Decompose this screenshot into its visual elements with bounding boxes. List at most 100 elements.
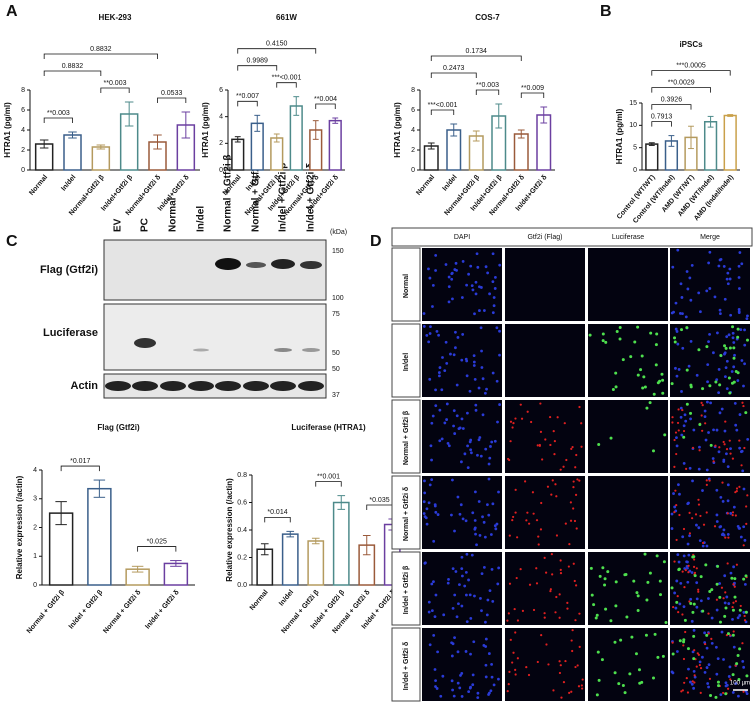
nucleus	[742, 611, 746, 614]
nucleus	[741, 469, 745, 473]
significance-label: *0.025	[147, 538, 167, 545]
luciferase-signal	[655, 332, 659, 336]
bar	[281, 533, 299, 586]
significance-bracket	[43, 53, 158, 59]
nucleus	[675, 436, 678, 439]
flag-signal	[691, 680, 694, 683]
significance-bracket	[651, 104, 692, 110]
flag-signal	[731, 511, 735, 514]
nucleus	[436, 513, 440, 516]
bar	[307, 540, 325, 586]
luciferase-signal	[724, 346, 728, 350]
flag-signal	[576, 478, 579, 481]
luciferase-signal	[619, 638, 623, 642]
flag-signal	[693, 558, 696, 561]
nucleus	[478, 436, 482, 439]
flag-signal	[535, 582, 539, 585]
nucleus	[473, 490, 477, 494]
flag-signal	[675, 452, 678, 456]
nucleus	[423, 479, 426, 483]
flag-signal	[543, 616, 546, 619]
micrograph	[422, 248, 502, 321]
flag-signal	[720, 586, 724, 589]
flag-signal	[672, 605, 675, 609]
chart-title: Flag (Gtf2i)	[97, 423, 140, 432]
nucleus	[453, 593, 457, 597]
flag-signal	[671, 641, 674, 644]
panel-label: C	[6, 233, 18, 250]
nucleus	[434, 388, 437, 392]
nucleus	[469, 264, 473, 268]
micrograph-bg	[588, 324, 668, 397]
micrograph-bg	[588, 476, 668, 549]
flag-signal	[688, 600, 691, 603]
nucleus	[715, 378, 719, 382]
significance-bracket	[430, 55, 522, 61]
nucleus	[679, 282, 683, 286]
nucleus	[482, 520, 486, 524]
nucleus	[474, 280, 478, 284]
row-header	[391, 247, 421, 322]
luciferase-signal	[664, 621, 668, 625]
nucleus	[737, 311, 741, 315]
nucleus	[680, 296, 684, 299]
flag-signal	[700, 414, 703, 417]
nucleus	[690, 682, 694, 686]
flag-signal	[566, 601, 569, 604]
nucleus	[699, 310, 702, 314]
luciferase-signal	[609, 619, 613, 623]
nucleus	[463, 452, 467, 456]
bar	[328, 119, 342, 171]
nucleus	[725, 335, 729, 339]
nucleus	[433, 504, 437, 508]
nucleus	[465, 620, 469, 623]
band	[215, 381, 241, 391]
flag-signal	[676, 421, 680, 425]
luciferase-signal	[592, 603, 596, 607]
kda-unit: (kDa)	[330, 229, 347, 236]
luciferase-signal	[742, 577, 746, 581]
luciferase-signal	[632, 579, 636, 583]
nucleus	[432, 633, 436, 637]
flag-signal	[514, 668, 517, 671]
flag-signal	[693, 681, 696, 684]
nucleus	[485, 613, 489, 617]
nucleus	[674, 366, 677, 370]
luciferase-signal	[609, 436, 613, 440]
luciferase-signal	[733, 595, 737, 599]
nucleus	[723, 297, 727, 301]
nucleus	[488, 691, 491, 695]
luciferase-signal	[636, 594, 640, 598]
luciferase-signal	[682, 638, 686, 642]
significance-bracket	[43, 117, 73, 123]
flag-signal	[684, 568, 687, 572]
nucleus	[716, 331, 719, 335]
nucleus	[726, 483, 730, 487]
flag-signal	[734, 664, 737, 667]
nucleus	[429, 444, 433, 448]
y-tick-label: 8	[21, 87, 25, 94]
nucleus	[705, 544, 709, 548]
luciferase-signal	[738, 647, 742, 651]
micrograph	[422, 324, 502, 397]
nucleus	[708, 333, 711, 336]
y-axis-label: Relative expression (/actin)	[225, 478, 234, 582]
nucleus	[692, 686, 696, 690]
luciferase-signal	[633, 340, 637, 344]
significance-label: *0.014	[267, 509, 287, 516]
flag-signal	[506, 619, 509, 622]
nucleus	[472, 364, 476, 367]
luciferase-signal	[698, 423, 702, 427]
x-tick-label: In/del + Gtf2i δ	[144, 589, 180, 631]
luciferase-signal	[636, 373, 640, 377]
nucleus	[742, 525, 746, 529]
flag-signal	[701, 541, 705, 545]
flag-signal	[527, 673, 531, 677]
nucleus	[450, 679, 454, 683]
nucleus	[722, 658, 725, 661]
flag-signal	[740, 464, 743, 467]
nucleus	[704, 438, 708, 442]
flag-signal	[539, 402, 542, 405]
luciferase-signal	[728, 391, 732, 395]
flag-signal	[576, 664, 579, 667]
